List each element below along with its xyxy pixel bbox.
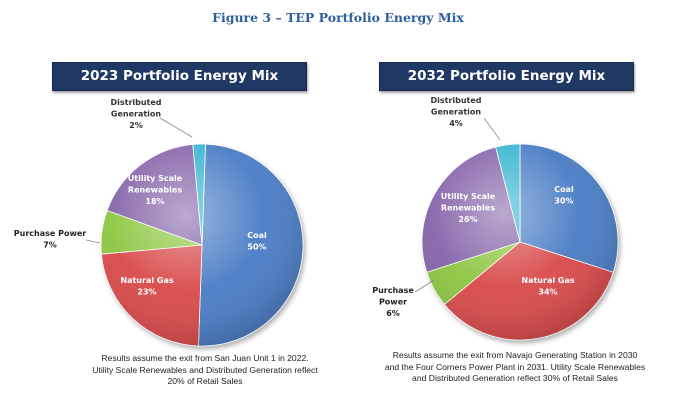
note-line: Results assume the exit from San Juan Un… xyxy=(101,353,309,363)
leader-line-distributed-generation xyxy=(483,117,501,141)
slice-label-coal: Coal 50% xyxy=(247,231,267,252)
slice-label-natural-gas: Natural Gas 23% xyxy=(120,276,173,297)
note-line: and the Four Corners Power Plant in 2031… xyxy=(384,361,646,372)
slice-label-natural-gas: Natural Gas 34% xyxy=(521,276,574,297)
slice-label-utility-scale-renewables: Utility Scale Renewables 26% xyxy=(441,192,496,224)
chart-title-2023: 2023 Portfolio Energy Mix xyxy=(52,62,307,91)
slice-label-utility-scale-renewables: Utility Scale Renewables 18% xyxy=(128,174,183,206)
slice-label-distributed-generation: Distributed Generation 4% xyxy=(430,96,481,128)
note-line: and Distributed Generation reflect 30% o… xyxy=(412,373,618,383)
note-line: Results assume the exit from Navajo Gene… xyxy=(392,350,638,360)
pie-gloss xyxy=(422,144,618,340)
leader-line-purchase-power xyxy=(85,239,101,244)
slice-label-purchase-power: Purchase Power 7% xyxy=(14,229,86,250)
note-line: 20% of Retail Sales xyxy=(167,376,243,386)
chart-title-2032: 2032 Portfolio Energy Mix xyxy=(379,62,634,91)
note-line: Utility Scale Renewables and Distributed… xyxy=(92,364,318,375)
chart-note-2023: Results assume the exit from San Juan Un… xyxy=(80,353,330,388)
pie-2032: Coal 30% Natural Gas 34% Purchase Power 6% Util… xyxy=(372,96,619,341)
pie-2023: Coal 50% Natural Gas 23% Purchase Power 7% Uti… xyxy=(14,98,304,347)
slice-label-distributed-generation: Distributed Generation 2% xyxy=(110,98,161,130)
figure-title: Figure 3 – TEP Portfolio Energy Mix xyxy=(212,10,464,25)
leader-line-distributed-generation xyxy=(159,117,193,138)
chart-note-2032: Results assume the exit from Navajo Gene… xyxy=(370,350,660,385)
pie-gloss xyxy=(101,144,303,346)
leader-line-purchase-power xyxy=(414,279,435,293)
slice-label-coal: Coal 30% xyxy=(554,185,574,206)
slice-label-purchase-power: Purchase Power 6% xyxy=(372,286,414,318)
